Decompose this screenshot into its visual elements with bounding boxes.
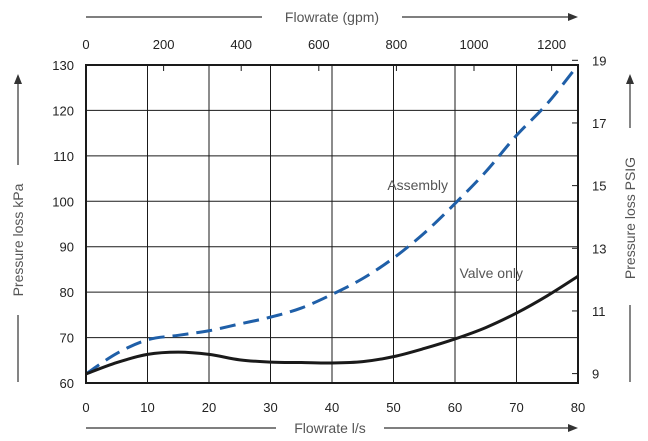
right-axis-title-group: Pressure loss PSIG (622, 74, 638, 382)
top-tick-label-1200: 1200 (537, 37, 566, 52)
left-tick-label-70: 70 (60, 331, 74, 346)
bottom-tick-label-30: 30 (263, 400, 277, 415)
left-axis-arrow-head (14, 74, 22, 84)
right-tick-label-19: 19 (592, 53, 606, 68)
right-tick-label-9: 9 (592, 367, 599, 382)
left-tick-label-100: 100 (52, 194, 74, 209)
plot-frame (85, 64, 579, 384)
top-tick-label-0: 0 (82, 37, 89, 52)
right-axis-arrow-head (626, 74, 634, 84)
right-axis-title: Pressure loss PSIG (622, 157, 638, 279)
top-tick-label-800: 800 (386, 37, 408, 52)
bottom-tick-label-50: 50 (386, 400, 400, 415)
bottom-axis-title: Flowrate l/s (294, 420, 366, 436)
bottom-tick-label-70: 70 (509, 400, 523, 415)
left-tick-label-130: 130 (52, 58, 74, 73)
right-tick-label-13: 13 (592, 241, 606, 256)
left-axis-title: Pressure loss kPa (10, 183, 26, 296)
bottom-axis-title-group: Flowrate l/s (86, 420, 578, 436)
top-axis-arrow-head (568, 13, 578, 21)
right-tick-label-11: 11 (592, 304, 606, 319)
series-line-valve-only (85, 274, 579, 376)
bottom-tick-label-60: 60 (448, 400, 462, 415)
top-axis-title-group: Flowrate (gpm) (86, 9, 578, 25)
grid (85, 64, 579, 384)
bottom-tick-label-40: 40 (325, 400, 339, 415)
left-tick-label-120: 120 (52, 103, 74, 118)
bottom-tick-label-10: 10 (140, 400, 154, 415)
right-tick-label-15: 15 (592, 179, 606, 194)
right-tick-label-17: 17 (592, 116, 606, 131)
top-axis-title: Flowrate (gpm) (285, 9, 379, 25)
left-tick-label-110: 110 (53, 149, 74, 164)
series (85, 64, 580, 376)
tick-labels: 0 10 20 30 40 50 60 70 80 60 70 80 90 100 110 120 130 0 20… (52, 37, 606, 415)
left-tick-label-60: 60 (60, 376, 74, 391)
top-tick-label-200: 200 (153, 37, 175, 52)
left-tick-label-90: 90 (60, 240, 74, 255)
left-tick-label-80: 80 (60, 285, 74, 300)
top-tick-label-600: 600 (308, 37, 330, 52)
bottom-axis-arrow-head (568, 424, 578, 432)
top-tick-label-1000: 1000 (460, 37, 489, 52)
bottom-tick-label-0: 0 (82, 400, 89, 415)
valve-only-series-label: Valve only (459, 265, 523, 281)
assembly-series-label: Assembly (387, 177, 448, 193)
bottom-tick-label-80: 80 (571, 400, 585, 415)
bottom-tick-label-20: 20 (202, 400, 216, 415)
left-axis-title-group: Pressure loss kPa (10, 74, 26, 382)
top-tick-label-400: 400 (230, 37, 252, 52)
